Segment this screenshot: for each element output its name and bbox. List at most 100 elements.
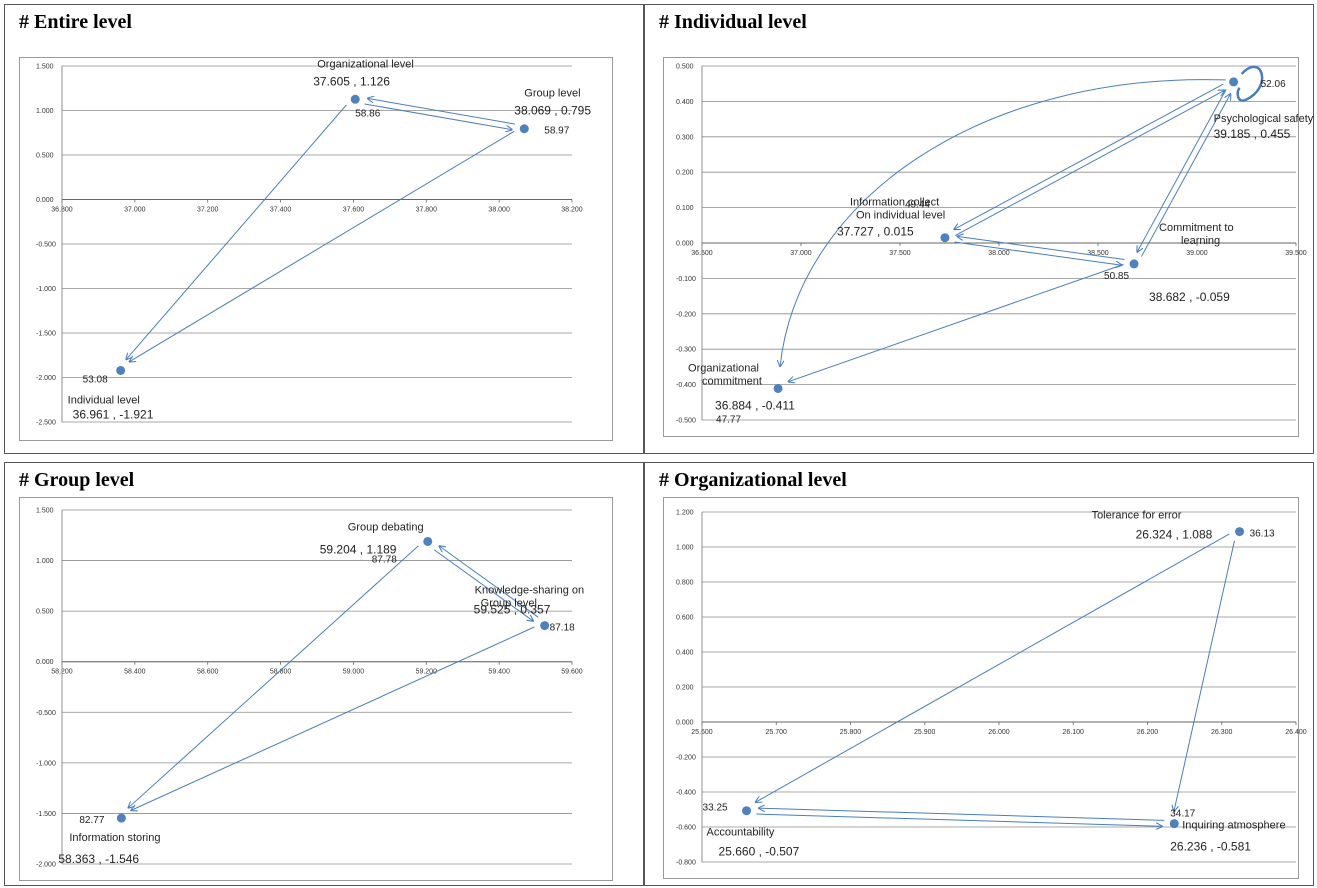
point-name-label: Organizational commitment — [688, 362, 762, 387]
panel-group-level: # Group level — [4, 462, 644, 886]
y-tick-label: 1.500 — [36, 64, 54, 71]
x-tick-label: 38.200 — [561, 207, 583, 214]
point-value-label: 36.13 — [1250, 529, 1275, 540]
arrow — [759, 808, 1165, 821]
x-tick-label: 38.000 — [488, 207, 510, 214]
data-point — [350, 94, 360, 104]
point-value-label: 34.17 — [1170, 809, 1195, 820]
arrow — [131, 626, 535, 810]
plot-area — [19, 57, 613, 441]
point-value-label: 58.97 — [544, 126, 569, 137]
point-coord-label: 39.185 , 0.455 — [1214, 127, 1291, 141]
point-value-label: 82.77 — [79, 815, 104, 826]
y-tick-label: -0.200 — [676, 311, 696, 318]
y-tick-label: 0.800 — [676, 580, 694, 587]
point-coord-label: 37.605 , 1.126 — [313, 74, 390, 88]
point-coord-label: 38.682 , -0.059 — [1149, 290, 1230, 304]
y-tick-label: -0.300 — [676, 347, 696, 354]
point-value-label: 58.86 — [355, 108, 380, 119]
point-name-label: Information collect On individual level — [850, 197, 945, 222]
x-tick-label: 37.800 — [416, 207, 438, 214]
arrow — [756, 813, 1162, 826]
y-tick-label: 1.500 — [36, 508, 54, 515]
data-point — [1229, 77, 1239, 87]
point-name-label: Commitment to learning — [1159, 222, 1234, 247]
arrow — [433, 549, 533, 621]
x-tick-label: 58.800 — [270, 669, 292, 676]
panel-title: # Individual level — [659, 11, 807, 33]
point-value-label: 50.85 — [1104, 271, 1129, 282]
y-tick-label: 1.000 — [36, 108, 54, 115]
arrow — [780, 79, 1226, 367]
y-tick-label: 0.600 — [676, 615, 694, 622]
arrow — [439, 546, 539, 618]
panel-individual-level: # Individual level — [644, 4, 1314, 454]
y-tick-label: 0.500 — [676, 64, 694, 71]
y-tick-label: -0.400 — [676, 790, 696, 797]
point-coord-label: 59.204 , 1.189 — [320, 542, 397, 556]
x-tick-label: 39.000 — [1186, 250, 1208, 257]
y-tick-label: -1.500 — [36, 811, 56, 818]
point-value-label: 52.06 — [1261, 79, 1286, 90]
point-name-label: Group debating — [348, 521, 424, 533]
x-tick-label: 59.400 — [488, 669, 510, 676]
y-tick-label: 0.200 — [676, 170, 694, 177]
arrow — [1174, 540, 1235, 812]
data-point — [116, 365, 126, 375]
x-tick-label: 58.400 — [124, 669, 146, 676]
x-tick-label: 59.200 — [416, 669, 438, 676]
y-tick-label: -0.200 — [676, 755, 696, 762]
x-tick-label: 38.500 — [1087, 250, 1109, 257]
panel-organizational-level: # Organizational level — [644, 462, 1314, 886]
point-name-label: Group level — [524, 88, 580, 100]
point-value-label: 87.78 — [372, 554, 397, 565]
y-tick-label: -1.000 — [36, 760, 56, 767]
arrow — [954, 241, 1121, 265]
y-tick-label: -0.800 — [676, 860, 696, 867]
data-point — [742, 806, 752, 816]
x-tick-label: 26.000 — [988, 729, 1010, 736]
data-point — [423, 536, 433, 546]
x-tick-label: 26.300 — [1211, 729, 1233, 736]
arrow — [788, 263, 1124, 381]
panel-entire-level: # Entire level — [4, 4, 644, 454]
plot-area — [663, 57, 1299, 437]
y-tick-label: -1.000 — [36, 286, 56, 293]
self-loop-arrow — [1236, 65, 1264, 102]
x-tick-label: 59.600 — [561, 669, 583, 676]
point-coord-label: 58.363 , -1.546 — [58, 852, 139, 866]
arrow — [1141, 94, 1230, 257]
arrow — [1137, 89, 1227, 252]
y-tick-label: -2.000 — [36, 375, 56, 382]
y-tick-label: -0.500 — [676, 418, 696, 425]
x-tick-label: 26.200 — [1137, 729, 1159, 736]
point-value-label: 87.18 — [550, 623, 575, 634]
y-tick-label: 0.000 — [676, 241, 694, 248]
plot-area — [663, 497, 1299, 879]
x-tick-label: 37.000 — [790, 250, 812, 257]
y-tick-label: 1.200 — [676, 510, 694, 517]
panel-title: # Entire level — [19, 11, 132, 33]
y-tick-label: -0.600 — [676, 825, 696, 832]
y-tick-label: 0.100 — [676, 205, 694, 212]
point-value-label: 47.77 — [716, 414, 741, 425]
data-point — [1235, 527, 1245, 537]
data-point — [519, 124, 529, 134]
x-tick-label: 25.700 — [766, 729, 788, 736]
y-tick-label: 0.200 — [676, 685, 694, 692]
y-tick-label: -0.500 — [36, 710, 56, 717]
x-tick-label: 37.200 — [197, 207, 219, 214]
y-tick-label: 0.400 — [676, 99, 694, 106]
data-point — [1169, 819, 1179, 829]
data-point — [773, 383, 783, 393]
panel-title: # Organizational level — [659, 469, 847, 491]
arrow — [368, 98, 516, 125]
y-tick-label: 1.000 — [676, 545, 694, 552]
y-tick-label: 0.000 — [36, 197, 54, 204]
point-value-label: 33.25 — [703, 803, 728, 814]
arrow — [128, 545, 419, 808]
x-tick-label: 26.400 — [1285, 729, 1307, 736]
point-coord-label: 26.236 , -0.581 — [1170, 840, 1251, 854]
data-point — [116, 813, 126, 823]
point-coord-label: 59.525 , 0.357 — [474, 603, 551, 617]
